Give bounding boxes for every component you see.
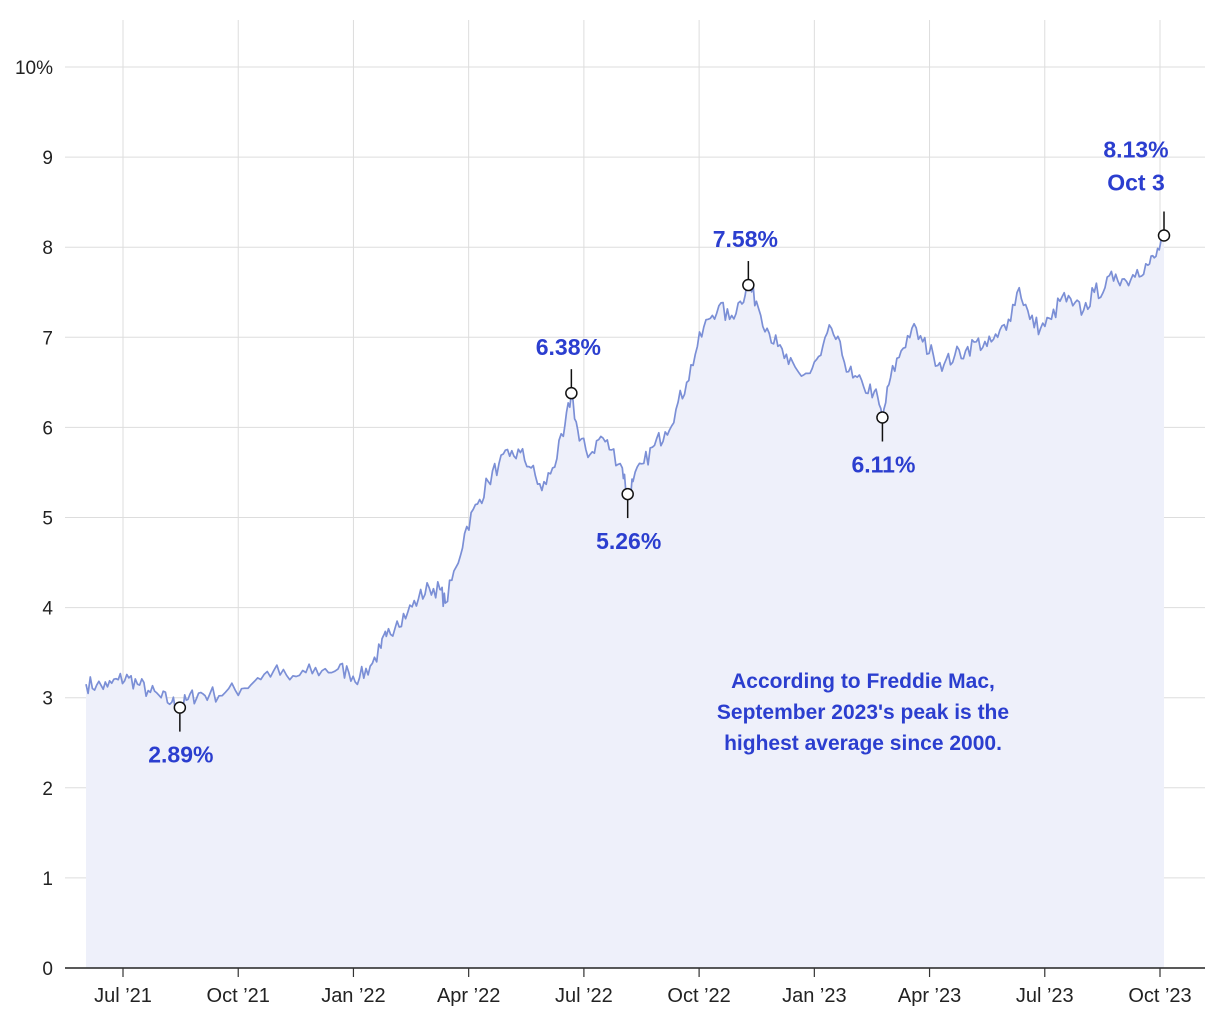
annotation-marker [742,278,755,292]
annotation-date-label: Oct 3 [1107,169,1165,195]
y-tick-labels: 0 1 2 3 4 5 6 7 8 9 10% [15,58,53,980]
note-line: September 2023's peak is the [717,701,1009,724]
x-tick-label: Jul ’23 [1016,985,1074,1007]
y-tick-label: 8 [42,238,53,259]
y-tick-label: 0 [42,959,53,980]
annotation-marker [565,386,578,400]
x-tick-label: Jan ’22 [321,985,386,1007]
annotation-label: 5.26% [596,528,661,554]
annotation-label: 7.58% [713,226,778,252]
annotation: 6.11% [851,411,915,477]
annotation-label: 6.11% [851,451,915,477]
y-tick-label: 1 [42,869,53,890]
annotation-marker [621,487,634,501]
annotation-marker [876,411,889,424]
x-tick-label: Oct ’21 [207,985,270,1007]
annotation-label: 2.89% [148,742,213,768]
note-line: highest average since 2000. [724,732,1002,755]
annotation-marker [173,701,187,714]
y-tick-label: 7 [42,328,53,349]
y-tick-label: 9 [42,148,53,169]
y-tick-label: 10% [15,58,53,79]
x-tick-label: Oct ’23 [1128,985,1191,1007]
annotation-marker [1157,229,1171,242]
y-tick-label: 3 [42,689,53,710]
y-tick-label: 2 [42,779,53,800]
y-tick-label: 4 [42,599,53,620]
annotation-label: 8.13% [1103,136,1168,162]
y-tick-label: 6 [42,418,53,439]
annotation: 6.38% [536,334,601,400]
y-tick-label: 5 [42,509,53,530]
x-tick-label: Oct ’22 [667,985,730,1007]
annotation: 8.13% Oct 3 [1103,136,1171,242]
freddie-mac-note: According to Freddie Mac, September 2023'… [717,670,1009,755]
annotation: 2.89% [148,701,213,768]
annotation: 5.26% [596,487,661,554]
x-tick-label: Jan ’23 [782,985,847,1007]
note-line: According to Freddie Mac, [731,670,995,693]
annotations: 2.89% 6.38% 5.26% 7.58% 6.11% 8.13% Oct 3 [148,136,1171,768]
annotation-label: 6.38% [536,334,601,360]
x-tick-labels: Jul ’21 Oct ’21 Jan ’22 Apr ’22 Jul ’22 Oct ’… [94,968,1192,1007]
rate-line [85,230,1165,713]
rate-area-fill [86,231,1164,968]
x-tick-label: Jul ’22 [555,985,613,1007]
x-tick-label: Jul ’21 [94,985,152,1007]
x-tick-label: Apr ’22 [437,985,500,1007]
annotation: 7.58% [713,226,778,292]
x-tick-label: Apr ’23 [898,985,961,1007]
